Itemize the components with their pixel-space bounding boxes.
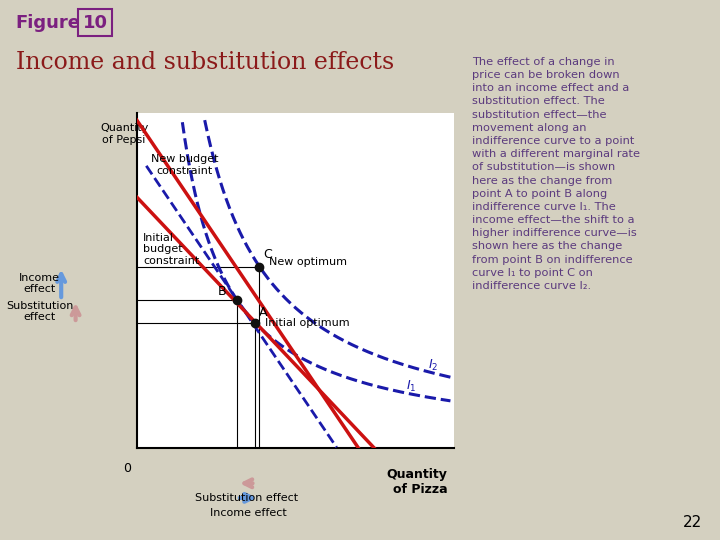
Text: C: C bbox=[264, 248, 272, 261]
Text: Income
effect: Income effect bbox=[19, 273, 60, 294]
Text: New budget
constraint: New budget constraint bbox=[150, 154, 218, 176]
Text: $I_2$: $I_2$ bbox=[428, 357, 438, 373]
Text: A: A bbox=[259, 306, 268, 319]
Text: $I_1$: $I_1$ bbox=[406, 379, 416, 394]
Text: 22: 22 bbox=[683, 515, 702, 530]
Text: Income and substitution effects: Income and substitution effects bbox=[16, 51, 394, 75]
Text: 10: 10 bbox=[83, 14, 108, 31]
Text: New optimum: New optimum bbox=[269, 257, 347, 267]
Text: B: B bbox=[218, 285, 227, 298]
Text: The effect of a change in
price can be broken down
into an income effect and a
s: The effect of a change in price can be b… bbox=[472, 57, 639, 291]
Text: Income effect: Income effect bbox=[210, 508, 287, 518]
Text: Substitution
effect: Substitution effect bbox=[6, 301, 73, 322]
Text: Quantity
of Pizza: Quantity of Pizza bbox=[387, 468, 447, 496]
Text: Initial optimum: Initial optimum bbox=[265, 318, 349, 328]
Text: 0: 0 bbox=[123, 462, 131, 475]
Text: Quantity
of Pepsi: Quantity of Pepsi bbox=[100, 124, 148, 145]
Text: Initial
budget
constraint: Initial budget constraint bbox=[143, 233, 199, 266]
Text: Figure: Figure bbox=[16, 14, 81, 31]
Text: Substitution effect: Substitution effect bbox=[194, 493, 298, 503]
